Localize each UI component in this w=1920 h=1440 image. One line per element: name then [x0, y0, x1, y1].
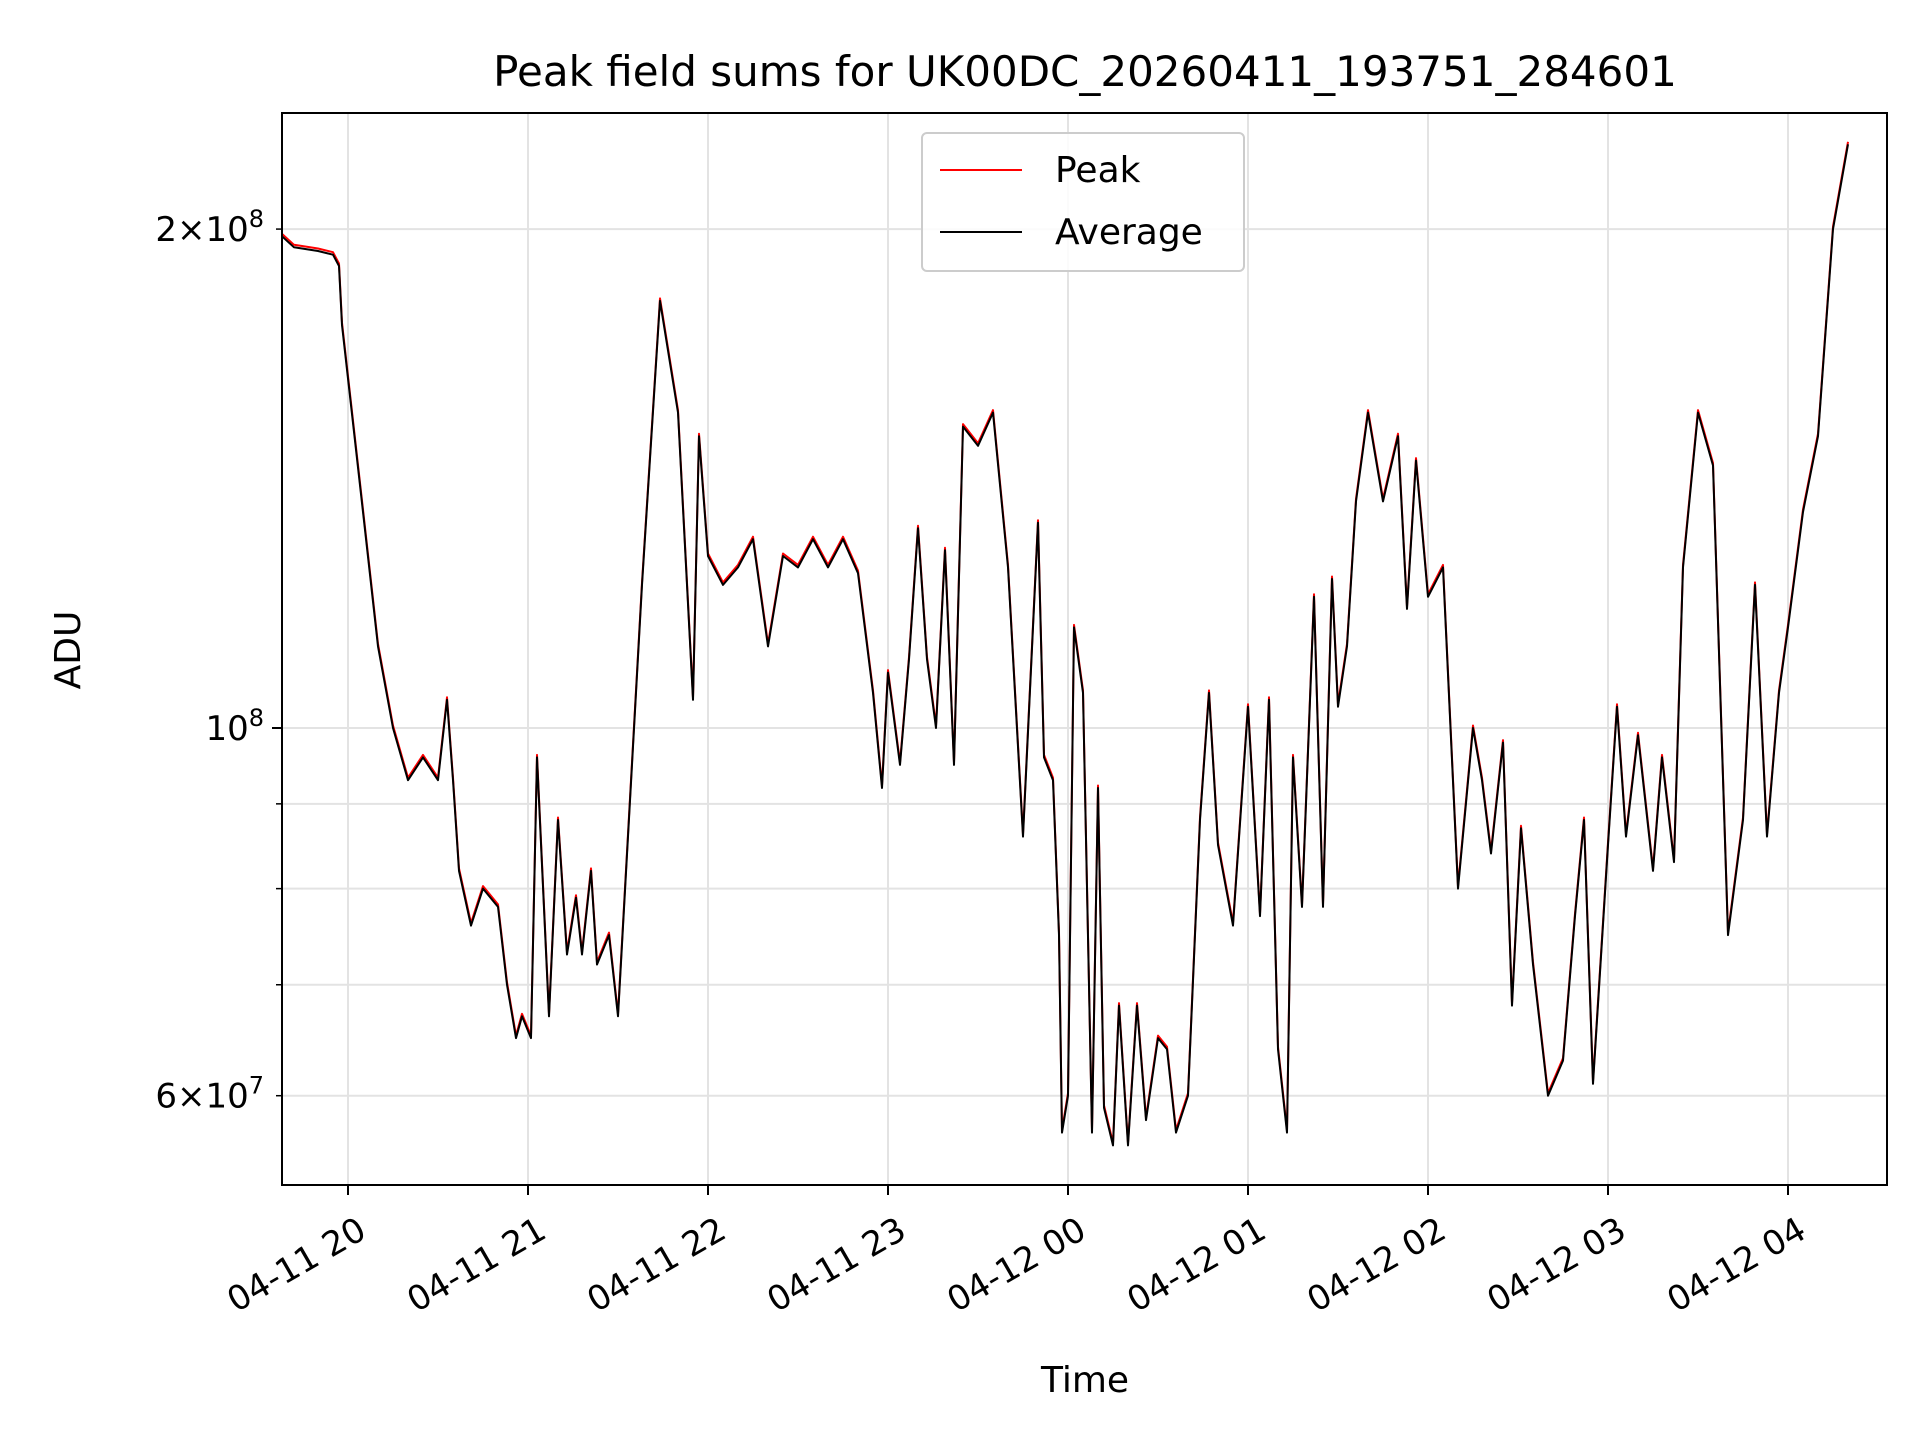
- series-layer: [281, 141, 1849, 1147]
- series-line-average: [281, 144, 1849, 1147]
- legend-label: Peak: [1055, 150, 1141, 191]
- plot-frame: [281, 112, 1888, 1186]
- legend-label: Average: [1055, 212, 1203, 253]
- y-axis: 2×108 108 6×107: [155, 205, 282, 1117]
- y-axis-title: ADU: [48, 611, 89, 690]
- x-axis-title: Time: [1040, 1360, 1129, 1401]
- y-tick-label: 6×107: [155, 1072, 264, 1117]
- chart-title: Peak field sums for UK00DC_20260411_1937…: [493, 47, 1677, 96]
- y-tick-label: 2×108: [155, 205, 264, 250]
- legend-box: [921, 132, 1245, 272]
- y-tick-label: 108: [205, 704, 264, 749]
- legend: Peak Average: [921, 132, 1245, 272]
